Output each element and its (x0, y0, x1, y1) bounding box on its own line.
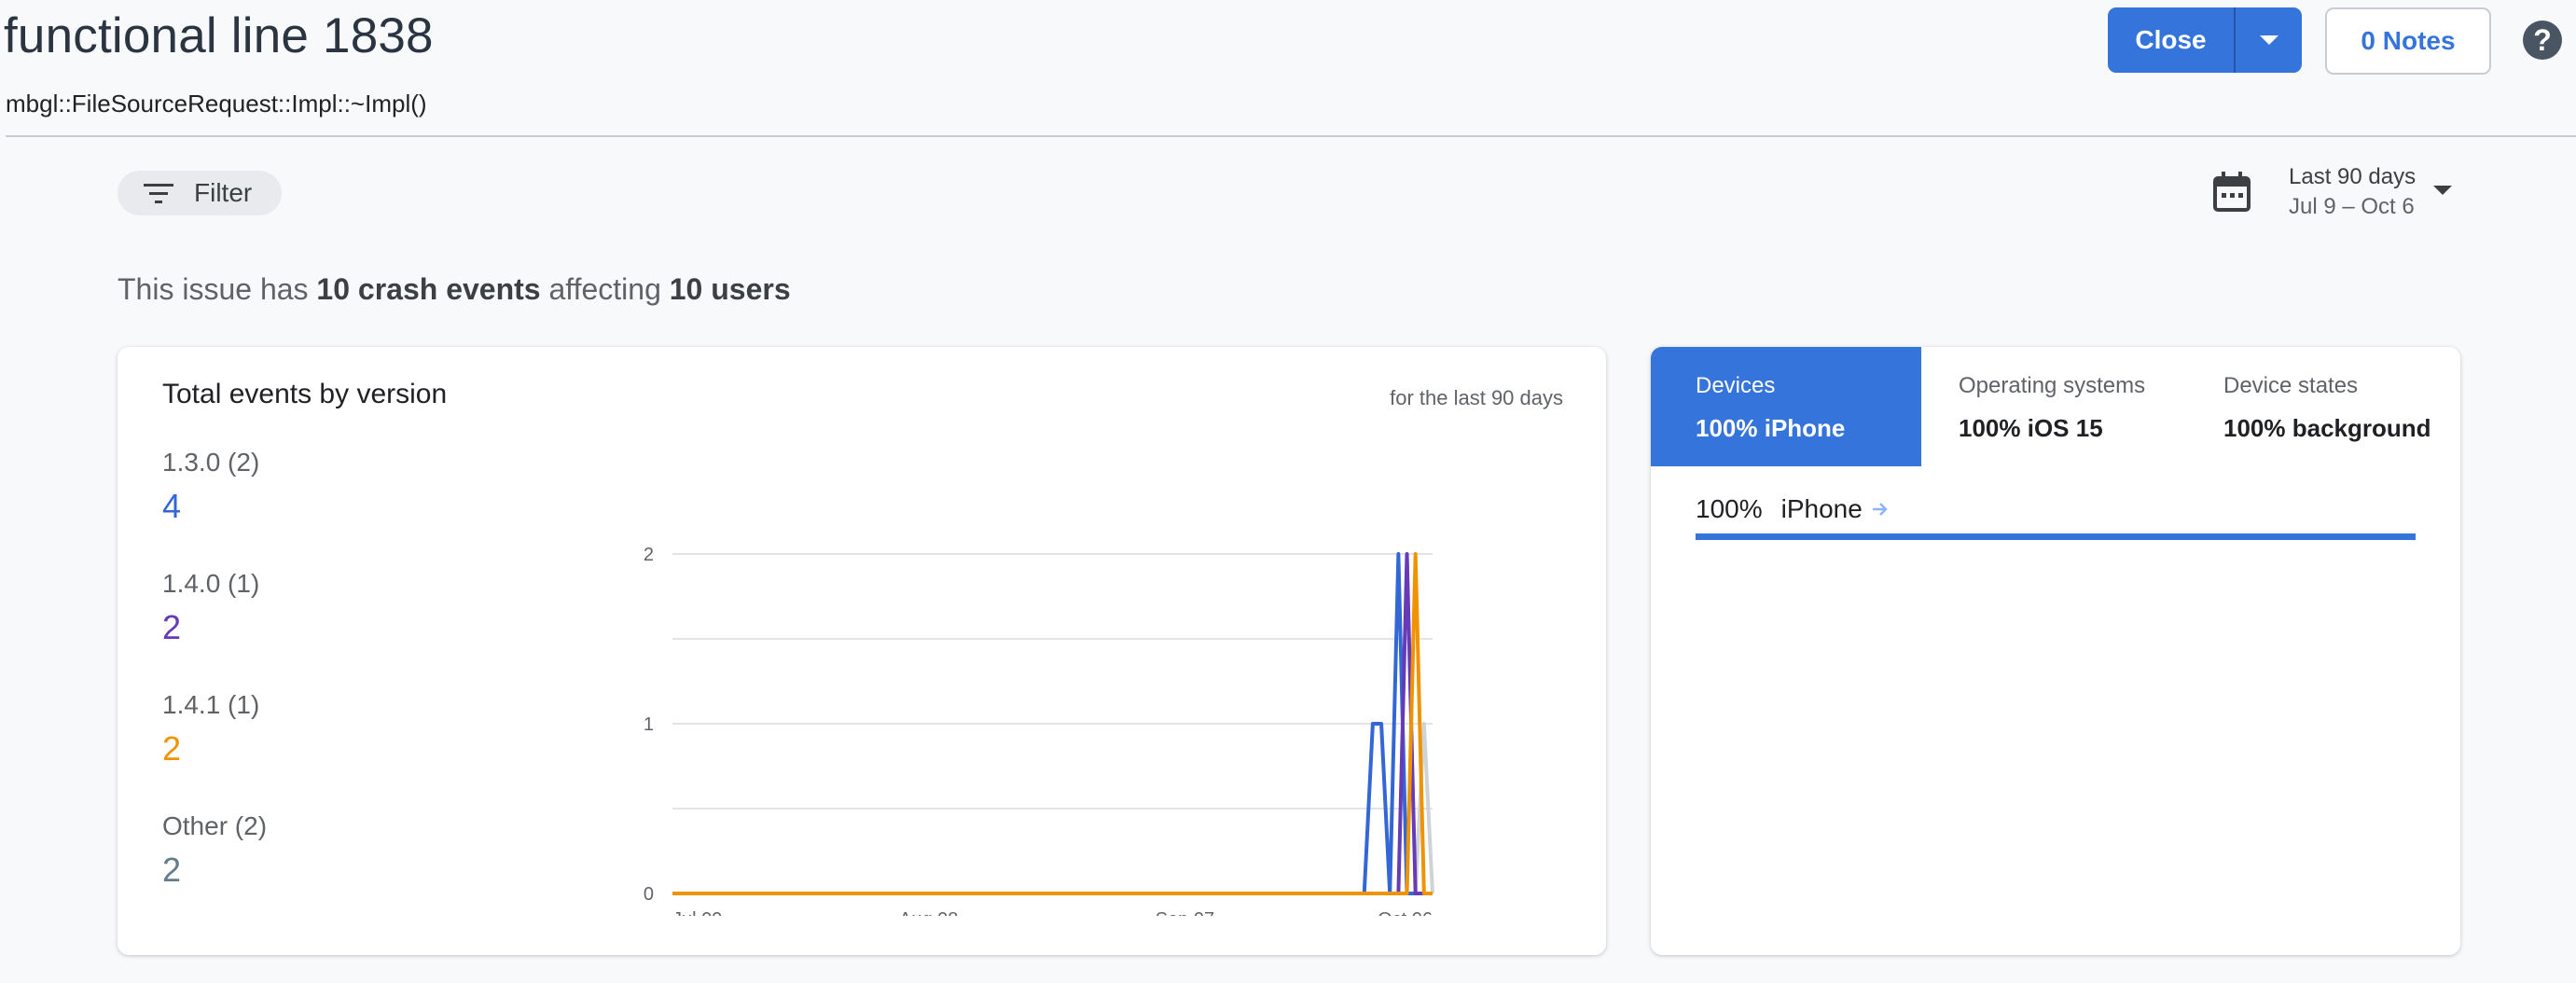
card-title: Total events by version (162, 379, 448, 409)
events-by-version-card: Total events by version for the last 90 … (118, 347, 1606, 955)
tab-value: 100% background (2223, 414, 2431, 442)
issue-summary: This issue has 10 crash events affecting… (118, 272, 791, 307)
version-count: 2 (162, 608, 182, 646)
date-range-dates: Jul 9 – Oct 6 (2289, 194, 2415, 219)
filter-button[interactable]: Filter (118, 171, 282, 215)
version-legend-item: Other (2) 2 (162, 811, 267, 890)
filter-label: Filter (194, 178, 253, 207)
version-legend-item: 1.4.1 (1) 2 (162, 690, 259, 768)
x-tick-label: Aug 08 (899, 909, 958, 916)
crash-events-count: 10 crash events (316, 272, 541, 306)
chevron-down-icon (2433, 186, 2452, 195)
tab-label: Operating systems (1959, 373, 2146, 398)
distribution-name: iPhone (1780, 494, 1863, 523)
distribution-row[interactable]: 100% iPhone (1696, 494, 1889, 524)
help-icon[interactable]: ? (2523, 21, 2562, 60)
date-range-label: Last 90 days (2289, 164, 2417, 189)
card-timeframe-note: for the last 90 days (1390, 386, 1563, 409)
tab-value: 100% iOS 15 (1959, 414, 2103, 442)
distribution-percent: 100% (1696, 494, 1763, 523)
issue-subtitle: mbgl::FileSourceRequest::Impl::~Impl() (6, 90, 427, 118)
version-count: 2 (162, 851, 182, 889)
y-tick-label: 0 (644, 884, 654, 905)
distribution-card: Devices 100% iPhone Operating systems 10… (1651, 347, 2460, 955)
version-legend-item: 1.3.0 (2) 4 (162, 448, 259, 526)
page-title: functional line 1838 (4, 8, 434, 63)
summary-prefix: This issue has (118, 272, 317, 306)
version-count: 2 (162, 729, 182, 768)
distribution-bar-fill (1696, 533, 2416, 540)
notes-button[interactable]: 0 Notes (2325, 7, 2491, 75)
version-label: 1.4.0 (1) (162, 569, 260, 598)
chevron-down-icon (2259, 35, 2278, 45)
x-tick-label: Sep 07 (1156, 909, 1214, 916)
arrow-right-icon (1872, 503, 1888, 516)
tab-value: 100% iPhone (1696, 414, 1846, 442)
version-legend-item: 1.4.0 (1) 2 (162, 569, 259, 647)
series-line (672, 552, 1433, 895)
tab-operating-systems[interactable]: Operating systems 100% iOS 15 (1921, 347, 2186, 466)
tab-device-states[interactable]: Device states 100% background (2186, 347, 2460, 466)
version-label: 1.3.0 (2) (162, 448, 260, 477)
date-range-picker[interactable]: Last 90 days Jul 9 – Oct 6 (2210, 160, 2455, 226)
distribution-bar (1696, 533, 2416, 540)
x-tick-label: Oct 06 (1378, 909, 1433, 916)
version-label: 1.4.1 (1) (162, 690, 260, 719)
calendar-icon (2213, 172, 2251, 212)
y-tick-label: 2 (644, 545, 654, 565)
tab-label: Devices (1696, 373, 1776, 398)
affected-users-count: 10 users (669, 272, 791, 306)
summary-middle: affecting (540, 272, 670, 306)
events-line-chart: 0 1 2 Jul 09 Aug 08 Sep 07 Oct 06 (644, 545, 1434, 916)
header-divider (6, 135, 2576, 137)
close-split-button: Close (2108, 7, 2302, 73)
version-label: Other (2) (162, 811, 268, 840)
tab-label: Device states (2223, 373, 2359, 398)
y-tick-label: 1 (644, 714, 654, 735)
close-button[interactable]: Close (2108, 7, 2236, 73)
distribution-tabs: Devices 100% iPhone Operating systems 10… (1651, 347, 2460, 466)
tab-devices[interactable]: Devices 100% iPhone (1651, 347, 1921, 466)
version-count: 4 (162, 487, 182, 525)
close-options-button[interactable] (2236, 7, 2302, 73)
x-tick-label: Jul 09 (672, 909, 722, 916)
filter-icon (144, 184, 173, 203)
